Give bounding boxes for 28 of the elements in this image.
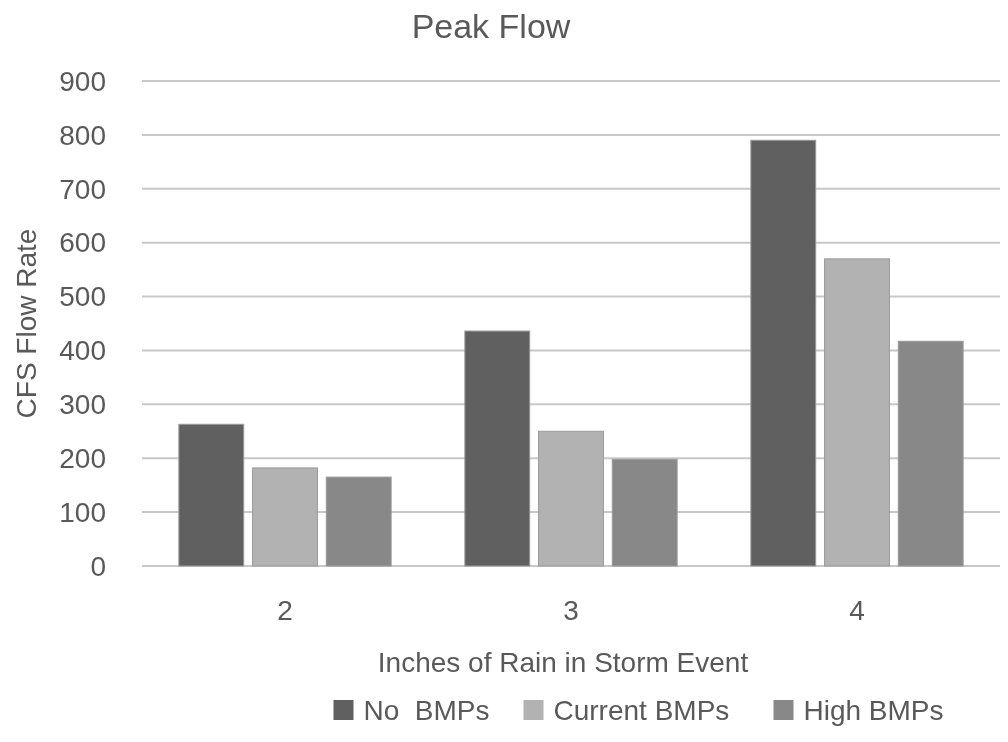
legend-label: High BMPs: [803, 695, 944, 726]
bar: [538, 430, 604, 567]
bar: [464, 330, 531, 567]
bar: [750, 139, 817, 567]
y-tick-label: 800: [59, 119, 106, 151]
bar: [824, 258, 890, 567]
x-tick-label: 2: [277, 595, 293, 626]
y-tick-label: 200: [59, 443, 106, 475]
y-tick-label: 0: [90, 550, 106, 582]
x-tick-label: 3: [563, 595, 579, 626]
legend-label: No BMPs: [363, 695, 490, 726]
y-tick-label: 400: [59, 335, 106, 367]
bar: [252, 467, 318, 567]
x-tick-label: 4: [849, 595, 865, 626]
y-axis-title: CFS Flow Rate: [11, 228, 42, 419]
y-tick-label: 700: [59, 173, 106, 205]
y-tick-label: 100: [59, 496, 106, 528]
y-tick-label: 900: [59, 65, 106, 97]
bar: [178, 423, 245, 567]
legend-label: Current BMPs: [553, 695, 730, 726]
bar: [897, 340, 964, 567]
y-tick-label: 500: [59, 281, 106, 313]
y-tick-label: 300: [59, 389, 106, 421]
bar: [611, 458, 678, 567]
chart-title: Peak Flow: [411, 7, 571, 45]
y-tick-label: 600: [59, 227, 106, 259]
bar: [325, 476, 392, 567]
x-axis-title: Inches of Rain in Storm Event: [377, 647, 749, 678]
